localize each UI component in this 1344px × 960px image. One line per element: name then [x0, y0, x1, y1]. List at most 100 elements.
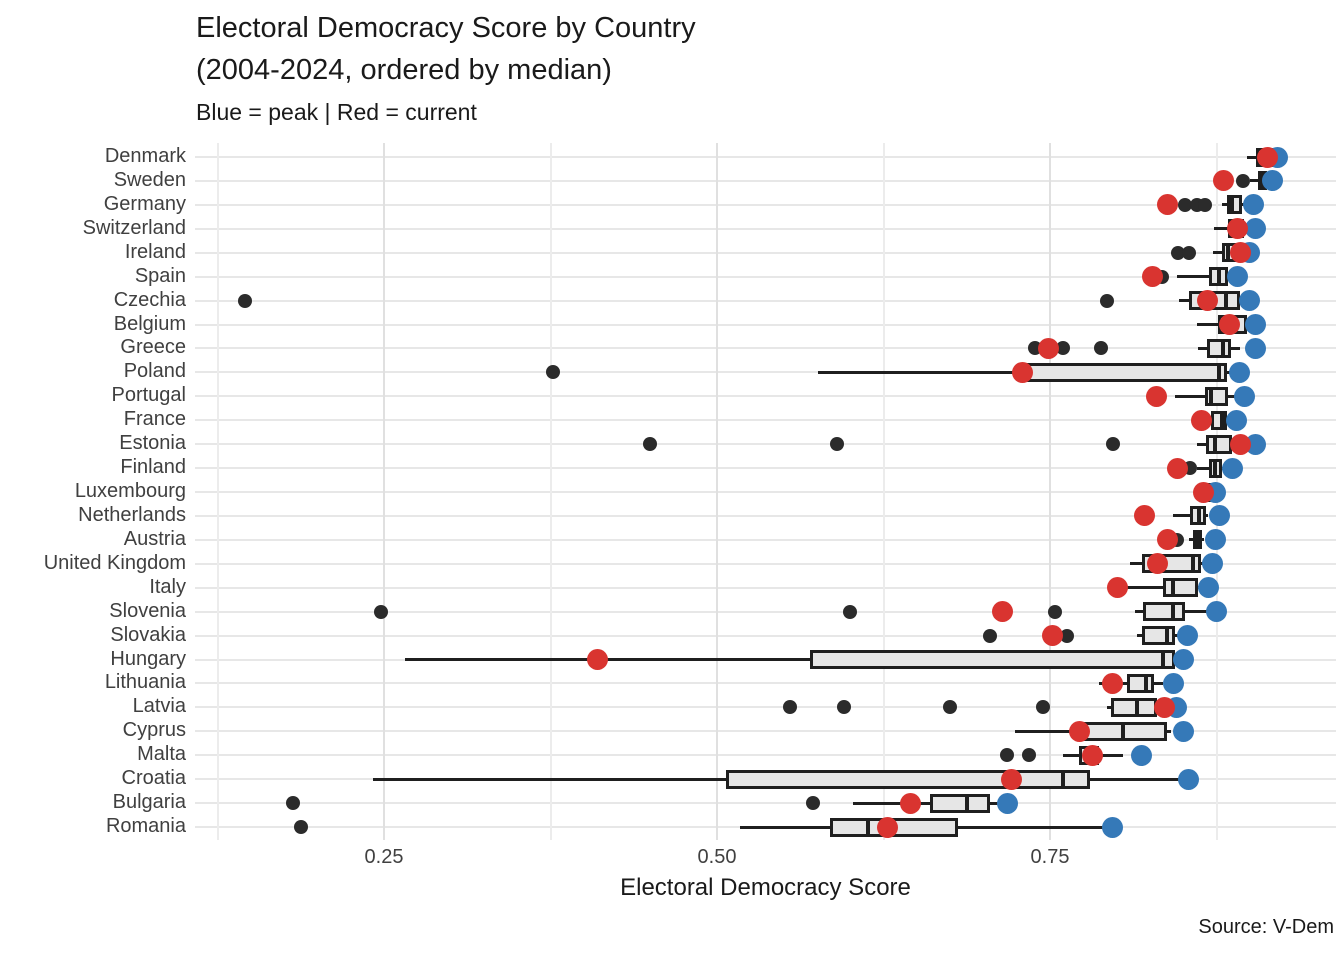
- x-tick-label: 0.50: [697, 846, 737, 868]
- median-line: [1197, 506, 1202, 526]
- x-tick-label: 0.25: [364, 846, 404, 868]
- current-dot: [586, 649, 608, 670]
- y-gridline: [195, 754, 1336, 757]
- current-dot: [876, 816, 898, 838]
- median-line: [1217, 267, 1222, 287]
- chart-subtitle: Blue = peak | Red = current: [196, 99, 477, 125]
- outlier-dot: [1048, 604, 1063, 619]
- country-label: Finland: [120, 456, 186, 479]
- y-gridline: [195, 586, 1336, 589]
- iqr-box: [1127, 673, 1154, 693]
- outlier-dot: [805, 796, 820, 811]
- peak-dot: [1208, 505, 1230, 527]
- current-dot: [1219, 314, 1241, 335]
- current-dot: [1042, 625, 1064, 647]
- country-label: Slovakia: [110, 623, 186, 646]
- outlier-dot: [843, 604, 858, 619]
- x-gridline: [1049, 143, 1051, 840]
- median-line: [1195, 530, 1200, 550]
- country-label: Czechia: [113, 288, 186, 311]
- outlier-dot: [1177, 197, 1192, 212]
- peak-dot: [1228, 361, 1250, 383]
- peak-dot: [1244, 337, 1266, 359]
- y-gridline: [195, 227, 1336, 230]
- y-gridline: [195, 682, 1336, 685]
- median-line: [865, 817, 870, 837]
- outlier-dot: [1021, 748, 1036, 763]
- current-dot: [991, 601, 1013, 623]
- outlier-dot: [1181, 245, 1196, 260]
- median-line: [1217, 362, 1222, 382]
- country-label: Estonia: [119, 432, 186, 455]
- median-line: [1161, 650, 1166, 669]
- country-label: Germany: [103, 192, 186, 215]
- outlier-dot: [1100, 293, 1115, 308]
- x-gridline: [549, 143, 552, 840]
- median-line: [1143, 673, 1148, 693]
- peak-dot: [1239, 290, 1261, 312]
- y-gridline: [195, 706, 1336, 709]
- whisker-line: [405, 658, 1178, 661]
- country-label: Hungary: [110, 647, 186, 670]
- peak-dot: [996, 792, 1018, 814]
- x-tick-label: 0.75: [1030, 846, 1070, 868]
- median-line: [1221, 338, 1226, 358]
- x-gridline: [383, 143, 385, 840]
- iqr-box: [1205, 434, 1233, 454]
- peak-dot: [1202, 553, 1223, 575]
- outlier-dot: [943, 700, 958, 715]
- current-dot: [1107, 577, 1129, 599]
- country-label: Croatia: [121, 767, 186, 790]
- iqr-box: [810, 650, 1176, 669]
- current-dot: [1142, 266, 1164, 288]
- country-label: Lithuania: [104, 671, 186, 694]
- peak-dot: [1176, 625, 1198, 647]
- country-label: Ireland: [124, 240, 186, 263]
- x-gridline: [216, 143, 219, 840]
- iqr-box: [726, 769, 1090, 789]
- outlier-dot: [1036, 700, 1051, 715]
- current-dot: [1068, 720, 1090, 742]
- median-line: [1134, 697, 1139, 717]
- outlier-dot: [1093, 341, 1108, 356]
- iqr-box: [1163, 578, 1198, 598]
- country-label: Spain: [134, 264, 186, 287]
- chart-title-line1: Electoral Democracy Score by Country: [196, 12, 696, 44]
- outlier-dot: [983, 628, 998, 643]
- iqr-box: [1204, 386, 1229, 406]
- country-label: Slovenia: [109, 599, 186, 622]
- country-label: Bulgaria: [112, 791, 186, 814]
- y-gridline: [195, 634, 1336, 637]
- median-line: [1170, 602, 1175, 622]
- outlier-dot: [783, 700, 798, 715]
- iqr-box: [1143, 602, 1185, 622]
- peak-dot: [1244, 314, 1266, 335]
- current-dot: [1229, 433, 1251, 455]
- chart-title-line2: (2004-2024, ordered by median): [196, 54, 612, 86]
- peak-dot: [1206, 601, 1227, 623]
- country-label: Portugal: [111, 384, 187, 407]
- peak-dot: [1131, 744, 1153, 766]
- country-label: Austria: [123, 527, 186, 550]
- y-gridline: [195, 203, 1336, 206]
- iqr-box: [1018, 362, 1228, 382]
- outlier-dot: [1000, 748, 1015, 763]
- current-dot: [1156, 194, 1178, 216]
- y-gridline: [195, 491, 1336, 493]
- current-dot: [1011, 361, 1033, 383]
- iqr-box: [930, 793, 991, 813]
- country-label: Denmark: [104, 145, 186, 167]
- peak-dot: [1261, 170, 1283, 192]
- current-dot: [1156, 529, 1178, 551]
- peak-dot: [1225, 409, 1247, 431]
- country-label: France: [123, 408, 186, 431]
- iqr-box: [1207, 338, 1232, 358]
- peak-dot: [1233, 385, 1255, 407]
- median-line: [1219, 410, 1224, 430]
- y-gridline: [195, 730, 1336, 733]
- peak-dot: [1172, 649, 1194, 670]
- outlier-dot: [829, 437, 844, 452]
- current-dot: [1154, 696, 1176, 718]
- country-label: Latvia: [132, 695, 186, 718]
